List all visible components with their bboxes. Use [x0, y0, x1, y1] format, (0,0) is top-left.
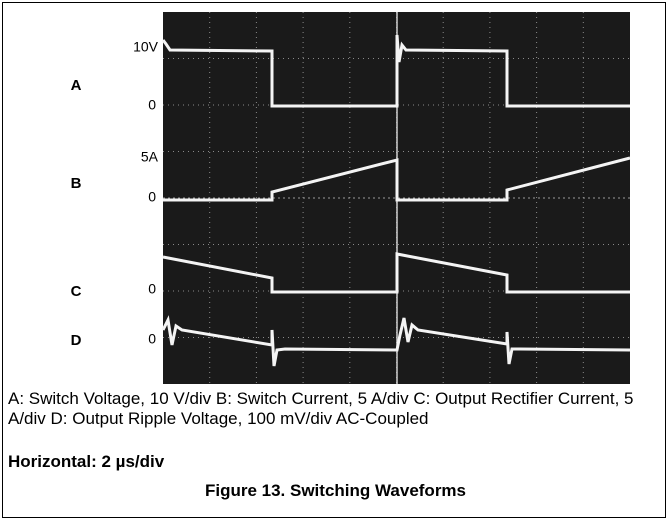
scale-label: 10V	[133, 39, 159, 55]
channel-label: D	[71, 332, 82, 349]
channel-label: A	[71, 77, 82, 94]
zero-label: 0	[148, 331, 156, 347]
scale-label: 5A	[141, 149, 159, 165]
scope-figure: A 10V 0 B 5A 0 C 0 D 0	[0, 0, 671, 390]
zero-label: 0	[148, 97, 156, 113]
figure-title: Figure 13. Switching Waveforms	[0, 481, 671, 501]
caption: A: Switch Voltage, 10 V/div B: Switch Cu…	[8, 389, 658, 429]
channel-label: B	[71, 175, 82, 192]
zero-label: 0	[148, 281, 156, 297]
zero-label: 0	[148, 189, 156, 205]
horizontal-scale: Horizontal: 2 µs/div	[8, 452, 164, 472]
channel-label: C	[71, 283, 82, 300]
page: A 10V 0 B 5A 0 C 0 D 0 A: Switch Voltage…	[0, 0, 671, 522]
